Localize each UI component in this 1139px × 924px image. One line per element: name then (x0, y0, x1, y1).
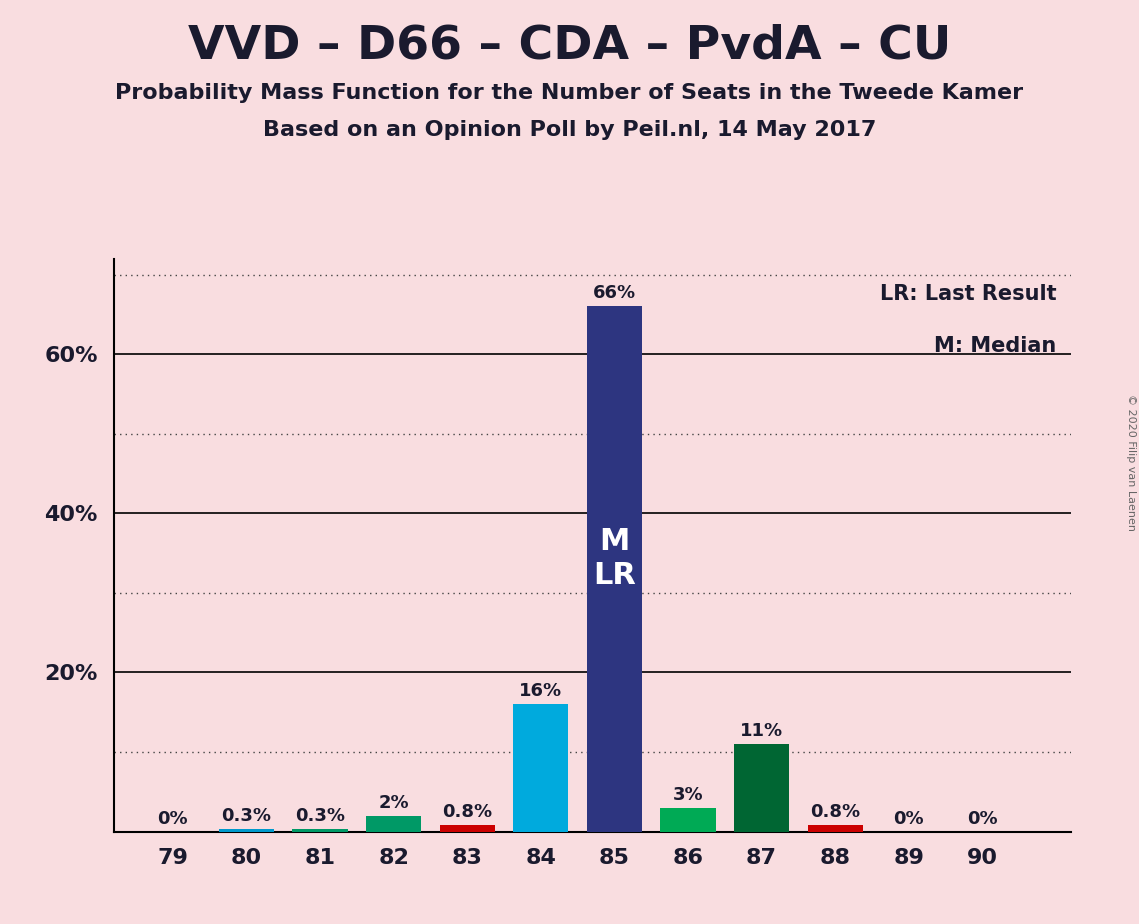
Bar (587, 307, 642, 832)
Text: 0%: 0% (157, 809, 188, 828)
Text: VVD – D66 – CDA – PvdA – CU: VVD – D66 – CDA – PvdA – CU (188, 23, 951, 68)
Bar (366, 816, 421, 832)
Bar (808, 825, 862, 832)
Text: 0%: 0% (893, 809, 924, 828)
Text: 0.8%: 0.8% (810, 803, 860, 821)
Bar (440, 825, 494, 832)
Text: © 2020 Filip van Laenen: © 2020 Filip van Laenen (1126, 394, 1136, 530)
Text: 11%: 11% (740, 722, 784, 740)
Text: Probability Mass Function for the Number of Seats in the Tweede Kamer: Probability Mass Function for the Number… (115, 83, 1024, 103)
Text: Based on an Opinion Poll by Peil.nl, 14 May 2017: Based on an Opinion Poll by Peil.nl, 14 … (263, 120, 876, 140)
Text: M: Median: M: Median (934, 336, 1056, 356)
Bar (734, 744, 789, 832)
Bar (514, 704, 568, 832)
Text: 2%: 2% (378, 794, 409, 811)
Text: M
LR: M LR (593, 528, 636, 590)
Bar (661, 808, 715, 832)
Text: LR: Last Result: LR: Last Result (879, 285, 1056, 305)
Text: 0.3%: 0.3% (295, 808, 345, 825)
Text: 0.3%: 0.3% (221, 808, 271, 825)
Text: 16%: 16% (519, 682, 563, 700)
Text: 0.8%: 0.8% (442, 803, 492, 821)
Bar (293, 829, 347, 832)
Text: 3%: 3% (673, 785, 703, 804)
Bar (219, 829, 274, 832)
Text: 0%: 0% (967, 809, 998, 828)
Text: 66%: 66% (592, 285, 636, 302)
